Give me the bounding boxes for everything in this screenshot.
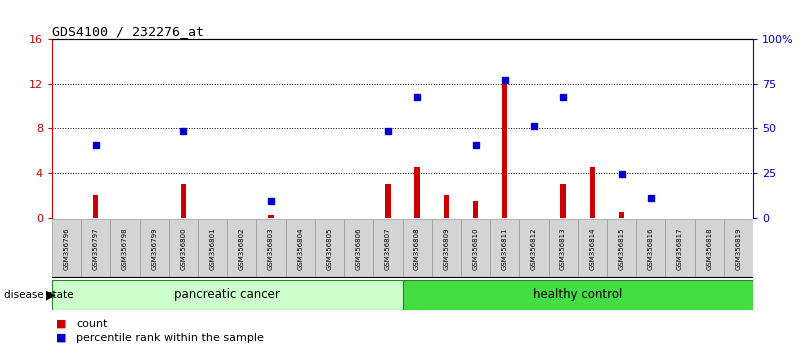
Text: GSM356798: GSM356798 — [122, 227, 128, 270]
FancyBboxPatch shape — [286, 219, 315, 278]
FancyBboxPatch shape — [198, 219, 227, 278]
Bar — [181, 184, 186, 218]
Bar — [590, 167, 595, 218]
Text: GSM356806: GSM356806 — [356, 227, 362, 270]
Bar — [502, 84, 507, 218]
FancyBboxPatch shape — [402, 219, 432, 278]
Text: GSM356796: GSM356796 — [63, 227, 70, 270]
Bar — [473, 201, 478, 218]
FancyBboxPatch shape — [227, 219, 256, 278]
Text: GDS4100 / 232276_at: GDS4100 / 232276_at — [52, 25, 204, 38]
FancyBboxPatch shape — [724, 219, 753, 278]
Text: GSM356800: GSM356800 — [180, 227, 187, 270]
Text: GSM356812: GSM356812 — [531, 227, 537, 270]
Text: GSM356803: GSM356803 — [268, 227, 274, 270]
Text: GSM356814: GSM356814 — [590, 227, 595, 270]
FancyBboxPatch shape — [578, 219, 607, 278]
Text: GSM356797: GSM356797 — [93, 227, 99, 270]
Bar — [444, 195, 449, 218]
Text: GSM356807: GSM356807 — [385, 227, 391, 270]
FancyBboxPatch shape — [52, 280, 402, 310]
Text: count: count — [76, 319, 107, 329]
FancyBboxPatch shape — [490, 219, 519, 278]
Text: GSM356811: GSM356811 — [501, 227, 508, 270]
FancyBboxPatch shape — [111, 219, 139, 278]
Text: ▶: ▶ — [46, 288, 56, 301]
Text: percentile rank within the sample: percentile rank within the sample — [76, 333, 264, 343]
FancyBboxPatch shape — [373, 219, 402, 278]
FancyBboxPatch shape — [402, 280, 753, 310]
Text: GSM356808: GSM356808 — [414, 227, 420, 270]
Bar — [385, 184, 391, 218]
FancyBboxPatch shape — [461, 219, 490, 278]
FancyBboxPatch shape — [52, 219, 81, 278]
FancyBboxPatch shape — [549, 219, 578, 278]
Text: GSM356804: GSM356804 — [297, 227, 304, 270]
Text: GSM356818: GSM356818 — [706, 227, 712, 270]
FancyBboxPatch shape — [666, 219, 694, 278]
Text: GSM356801: GSM356801 — [210, 227, 215, 270]
FancyBboxPatch shape — [256, 219, 286, 278]
FancyBboxPatch shape — [139, 219, 169, 278]
Bar — [268, 216, 274, 218]
Text: GSM356799: GSM356799 — [151, 227, 157, 270]
FancyBboxPatch shape — [169, 219, 198, 278]
Text: healthy control: healthy control — [533, 288, 622, 301]
Text: GSM356805: GSM356805 — [327, 227, 332, 270]
Bar — [619, 212, 624, 218]
Text: GSM356809: GSM356809 — [443, 227, 449, 270]
FancyBboxPatch shape — [81, 219, 111, 278]
FancyBboxPatch shape — [694, 219, 724, 278]
Text: disease state: disease state — [4, 290, 74, 299]
Text: ■: ■ — [56, 333, 66, 343]
Bar — [93, 195, 99, 218]
Text: GSM356802: GSM356802 — [239, 227, 245, 270]
Bar — [561, 184, 566, 218]
FancyBboxPatch shape — [432, 219, 461, 278]
FancyBboxPatch shape — [607, 219, 636, 278]
Text: GSM356817: GSM356817 — [677, 227, 683, 270]
Text: GSM356810: GSM356810 — [473, 227, 478, 270]
FancyBboxPatch shape — [344, 219, 373, 278]
Bar — [414, 167, 420, 218]
Text: ■: ■ — [56, 319, 66, 329]
Text: GSM356813: GSM356813 — [560, 227, 566, 270]
FancyBboxPatch shape — [636, 219, 666, 278]
Text: GSM356819: GSM356819 — [735, 227, 742, 270]
FancyBboxPatch shape — [315, 219, 344, 278]
Text: pancreatic cancer: pancreatic cancer — [175, 288, 280, 301]
FancyBboxPatch shape — [519, 219, 549, 278]
Text: GSM356815: GSM356815 — [618, 227, 625, 270]
Text: GSM356816: GSM356816 — [648, 227, 654, 270]
